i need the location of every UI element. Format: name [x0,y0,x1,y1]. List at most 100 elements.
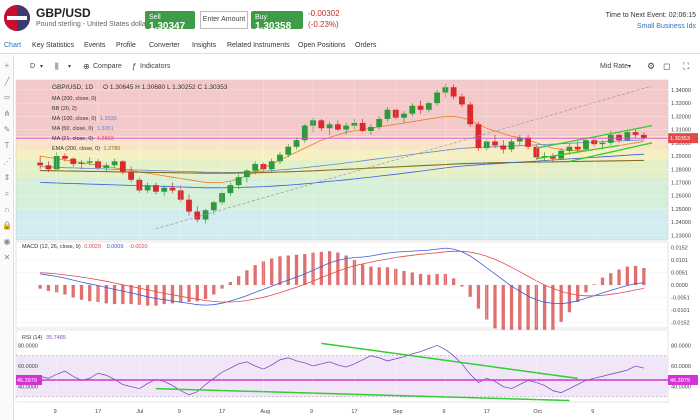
rsi-band [16,355,668,397]
macd-histogram-bar [71,285,75,298]
indicator-value: 1.2780 [103,146,121,152]
tab-converter[interactable]: Converter [149,42,180,49]
sell-label: Sell [149,14,161,21]
moving-average-line [40,159,644,174]
interval-select[interactable]: D [30,63,36,70]
settings-icon[interactable]: ⚙ [647,61,656,71]
y-tick-label-left: 80.0000 [18,343,38,349]
tab-profile[interactable]: Profile [116,42,136,49]
change-percent: (-0.23%) [308,20,339,29]
brush-icon[interactable]: ✎ [3,125,11,134]
indicator-ma-100: MA (100, close, 0) 1.3030 [52,116,119,122]
indicator-value: 1.3051 [96,126,114,132]
candle-body [268,161,275,170]
y-tick-label: 80.0000 [671,343,691,349]
y-tick-label: -0.0051 [671,296,690,302]
screenshot-icon[interactable]: ◻ [663,61,671,71]
instrument-symbol: GBP/USD [36,6,91,20]
macd-histogram-bar [600,277,605,285]
macd-histogram-bar [79,285,84,300]
tab-key-statistics[interactable]: Key Statistics [32,42,75,49]
next-event-link[interactable]: Small Business Idx [636,23,696,30]
last-price-badge [668,133,698,144]
rsi-level-label-right: 46.3979 [670,378,690,384]
macd-histogram-bar [344,255,348,285]
pattern-icon[interactable]: ⋰ [3,157,11,166]
candle-body [243,170,250,178]
crosshair-icon[interactable]: + [4,61,10,70]
main-panel-border [15,79,669,241]
macd-histogram-bar [476,285,481,309]
macd-histogram-bar [385,267,390,285]
macd-histogram-bar [38,285,42,289]
chevron-down-icon[interactable]: ▾ [40,64,44,70]
x-tick-label: 17 [484,409,490,415]
x-tick-label: 17 [351,409,357,415]
buy-button[interactable]: Buy 1.30358 [251,11,303,32]
candle-body [467,104,474,125]
tab-insights[interactable]: Insights [192,42,217,49]
candle-body [210,202,217,211]
macd-legend: MACD (12, 26, close, 9) 0.0029 0.0009 -0… [22,244,150,250]
horizontal-line-icon[interactable]: ═ [4,93,10,102]
candle-body [202,210,209,220]
candle-body [119,161,126,172]
x-tick-label: 9 [54,409,57,415]
y-tick-label: 1.33000 [671,101,691,107]
lock-icon[interactable]: 🔒 [2,221,12,230]
amount-input[interactable]: Enter Amount [200,11,248,29]
trendline [569,142,653,162]
macd-histogram-bar [88,285,92,302]
zoom-icon[interactable]: ⌕ [4,189,10,198]
macd-histogram-bar [551,285,555,330]
chevron-down-icon[interactable]: ▾ [628,64,632,70]
tab-open-positions[interactable]: Open Positions [298,42,346,49]
y-tick-label: 1.32000 [671,114,691,120]
indicator-ema-200: EMA (200, close, 0) 1.2780 [52,146,122,152]
candle-body [616,134,622,141]
indicators-button[interactable]: Indicators [140,63,171,70]
tab-events[interactable]: Events [84,42,106,49]
macd-histogram-bar [112,285,117,305]
measure-icon[interactable]: ⇕ [3,173,11,182]
y-tick-label-left: 40.0000 [18,385,38,391]
macd-histogram-bar [361,264,365,285]
chevron-down-icon[interactable]: ▾ [68,64,72,70]
price-mode-select[interactable]: Mid Rate [600,63,629,70]
macd-histogram-bar [576,285,580,302]
sell-button[interactable]: Sell 1.30347 [145,11,195,32]
tab-related-instruments[interactable]: Related Instruments [227,42,290,49]
macd-line [40,250,644,303]
candle-body [624,132,631,141]
macd-histogram-bar [468,285,472,297]
candle-type-icon[interactable]: ⫼ [55,62,59,71]
candle-body [508,141,515,150]
macd-histogram-bar [542,285,547,337]
text-icon[interactable]: T [4,141,10,150]
eye-icon[interactable]: ◉ [3,237,11,246]
fullscreen-icon[interactable]: ⛶ [683,61,690,71]
trash-icon[interactable]: ✕ [3,253,11,262]
candle-body [640,134,647,139]
trendline-icon[interactable]: ╱ [4,77,10,86]
macd-histogram-bar [617,269,621,285]
pitchfork-icon[interactable]: ⋔ [3,109,11,118]
candle-body [549,156,556,159]
y-tick-label: 1.27000 [671,180,691,186]
x-tick-label: 9 [442,409,445,415]
x-tick-label: 17 [219,409,225,415]
candle-body [541,156,548,158]
next-event-time: 02:06:15 [668,12,696,19]
y-tick-label: 1.23000 [671,233,691,239]
tab-bar: Chart Key Statistics Events Profile Conv… [0,38,700,54]
macd-histogram-bar [526,285,530,344]
macd-line [40,247,644,306]
macd-histogram-bar [518,285,522,344]
tab-chart[interactable]: Chart [4,42,22,49]
candle-body [227,185,234,194]
indicator-name: MA (100, close, 0) [52,116,97,122]
compare-button[interactable]: Compare [93,63,122,70]
tab-orders[interactable]: Orders [355,42,377,49]
magnet-icon[interactable]: ∩ [4,205,10,214]
